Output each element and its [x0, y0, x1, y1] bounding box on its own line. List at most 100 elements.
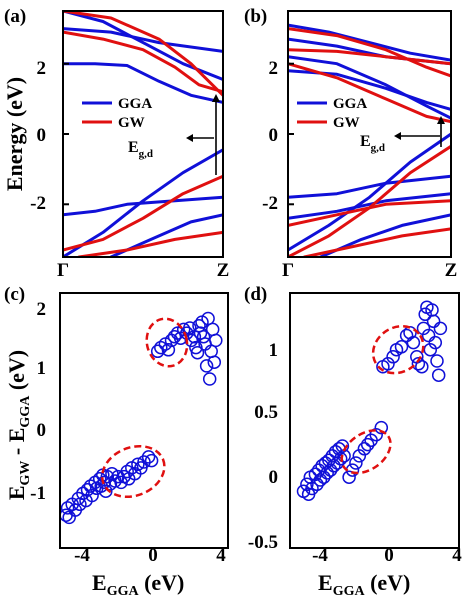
ytick-a-0: 0: [37, 125, 47, 146]
legend-b-gw: GW: [333, 115, 360, 131]
data-point-d-23: [342, 470, 356, 484]
xtick-c-neg4: -4: [74, 545, 90, 566]
bands-a: [63, 11, 223, 257]
data-point-c-60: [207, 355, 222, 369]
panel-b: (b) 2 0 -2 Γ Z GGA GW Eg,d: [244, 6, 457, 281]
data-point-c-1: [60, 501, 75, 515]
band-gga-b-6: [288, 192, 451, 220]
data-point-c-53: [196, 329, 211, 344]
band-gga-a-3: [63, 148, 223, 257]
panel-label-a: (a): [4, 6, 26, 27]
ylabel-c: EGW - EGGA (eV): [4, 350, 33, 500]
xtick-a-z: Z: [217, 260, 230, 281]
data-point-c-34: [144, 453, 159, 468]
legend-b-gga: GGA: [333, 96, 367, 112]
data-point-c-7: [76, 486, 90, 501]
xlabel-d: EGGA (eV): [318, 570, 410, 599]
data-point-d-27: [357, 442, 372, 456]
annotation-a: Eg,d: [128, 94, 220, 175]
gap-a-arrowhead: [212, 94, 220, 102]
data-point-d-37: [399, 328, 414, 343]
ytick-c-2: 2: [37, 299, 47, 320]
data-point-d-52: [431, 368, 446, 382]
band-gw-a-2: [63, 174, 223, 252]
panel-a: (a) 2 0 -2 Γ Z Energy (eV) GGA GW Eg,d: [2, 6, 229, 281]
scatter-d: [296, 300, 448, 501]
band-gw-a-3: [77, 230, 223, 257]
panel-d: (d) 1 0.5 0 -0.5 -4 0 4 EGGA (eV): [244, 284, 462, 599]
data-point-d-31: [374, 420, 389, 435]
data-point-c-59: [205, 322, 220, 337]
data-point-d-41: [411, 357, 426, 371]
data-point-c-30: [131, 457, 145, 471]
xtick-d-4: 4: [452, 545, 462, 566]
data-point-d-39: [406, 335, 421, 350]
data-point-d-33: [381, 357, 395, 371]
band-gw-a-0: [63, 11, 223, 97]
annotation-b-egd: Eg,d: [360, 133, 385, 154]
band-plot-a: [62, 10, 224, 258]
data-point-d-25: [349, 456, 363, 470]
legend-b: GGA GW: [297, 96, 367, 131]
highlight-ellipse-d-1: [371, 324, 425, 375]
data-point-c-43: [176, 322, 191, 337]
data-point-d-24: [345, 463, 360, 477]
data-point-c-55: [199, 359, 214, 373]
data-point-d-50: [428, 335, 443, 350]
plot-frame-a: [62, 10, 224, 258]
band-gw-a-1: [63, 30, 223, 94]
panel-c: (c) 2 1 0 -1 -4 0 4 EGGA (eV) EGW - EGGA…: [4, 284, 229, 599]
data-point-d-42: [415, 359, 429, 374]
data-point-d-47: [423, 342, 438, 357]
band-gga-b-0: [288, 23, 451, 62]
data-point-c-21: [105, 466, 119, 481]
data-point-d-36: [394, 340, 409, 354]
xtick-b-gamma: Γ: [282, 260, 294, 281]
band-plot-b: [287, 10, 452, 258]
data-point-c-38: [161, 343, 176, 357]
data-point-c-18: [99, 484, 113, 498]
ytick-a-neg2: -2: [30, 193, 46, 214]
annotation-b-arrowhead: [394, 132, 401, 140]
ytick-a-2: 2: [37, 58, 47, 79]
data-point-d-49: [426, 314, 441, 329]
data-point-c-57: [202, 372, 217, 386]
ytick-d-1: 1: [269, 340, 279, 361]
plot-frame-c: [59, 292, 229, 549]
data-point-c-14: [92, 472, 107, 486]
xtick-d-0: 0: [384, 545, 394, 566]
data-point-d-18: [330, 456, 345, 470]
band-gw-b-2: [288, 62, 451, 124]
band-gga-a-0: [63, 11, 223, 81]
xtick-a-gamma: Γ: [57, 260, 69, 281]
data-point-d-6: [310, 477, 324, 492]
legend-a-gga: GGA: [118, 96, 152, 112]
plot-frame-b: [287, 10, 452, 258]
ytick-b-2: 2: [269, 58, 279, 79]
data-point-d-10: [317, 470, 331, 484]
data-point-c-33: [141, 450, 156, 464]
xtick-d-neg4: -4: [312, 545, 328, 566]
data-point-d-46: [421, 328, 436, 343]
ytick-d-neg0p5: -0.5: [248, 532, 278, 553]
data-point-d-14: [323, 463, 338, 477]
data-point-d-43: [416, 321, 431, 336]
band-gga-b-2: [288, 55, 451, 120]
data-point-c-36: [154, 340, 168, 355]
ytick-b-neg2: -2: [262, 193, 278, 214]
data-point-c-35: [150, 344, 165, 359]
data-point-d-53: [433, 321, 448, 336]
ytick-d-0: 0: [269, 467, 279, 488]
gap-b-arrowhead: [437, 116, 445, 124]
data-point-d-8: [313, 473, 328, 487]
scatter-plot-d: [289, 292, 460, 549]
data-point-c-11: [85, 488, 99, 503]
legend-a: GGA GW: [82, 96, 152, 131]
ylabel-energy: Energy (eV): [2, 77, 27, 191]
band-gga-b-5: [288, 174, 451, 199]
panel-label-b: (b): [244, 6, 267, 27]
ytick-c-0: 0: [37, 420, 47, 441]
data-point-d-44: [418, 307, 432, 322]
data-point-d-20: [333, 452, 348, 466]
